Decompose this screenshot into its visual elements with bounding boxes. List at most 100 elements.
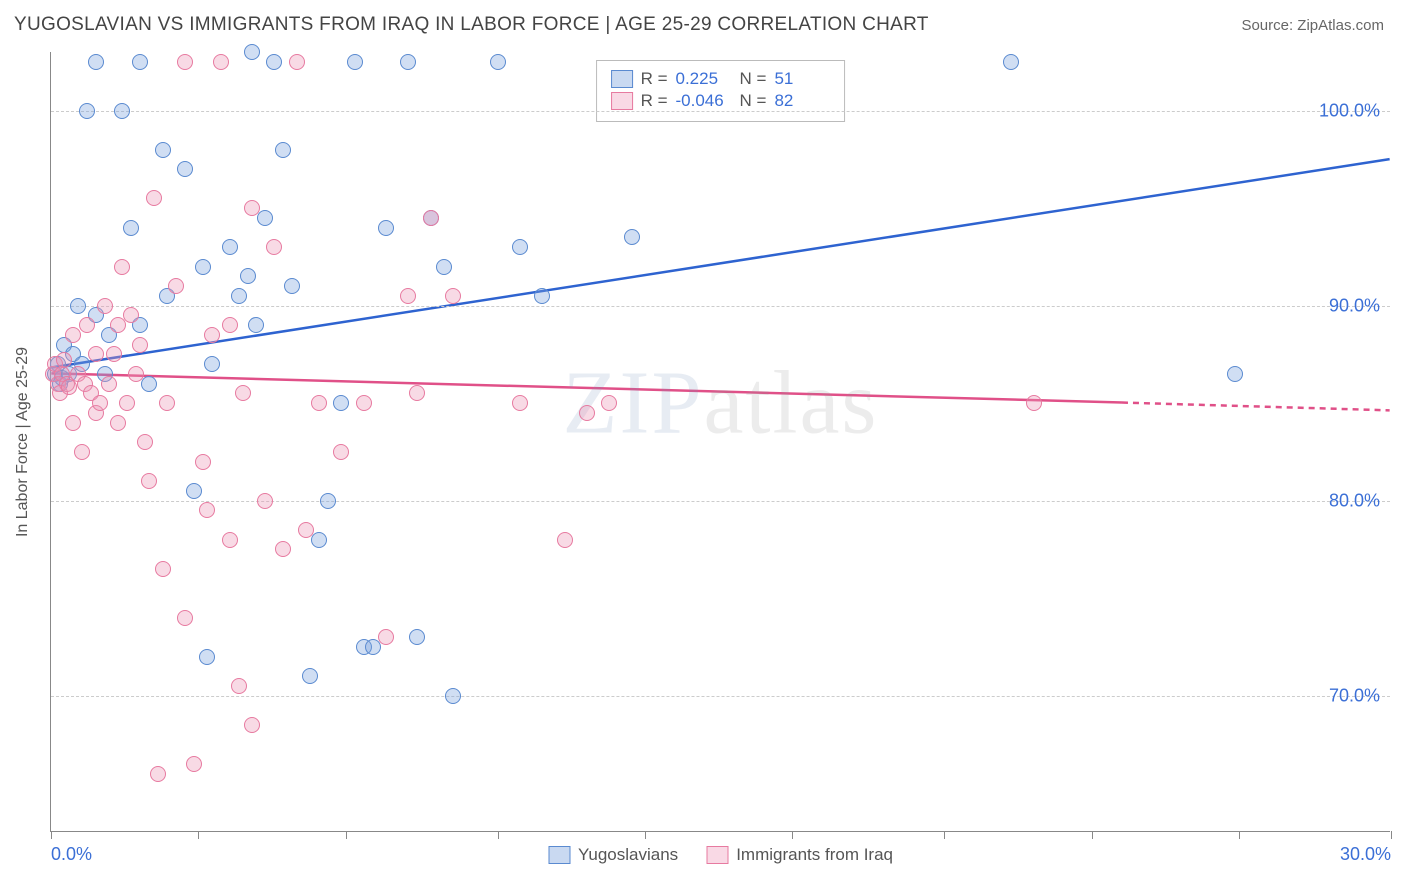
- xtick: [944, 831, 945, 839]
- scatter-point: [512, 395, 528, 411]
- scatter-point: [409, 629, 425, 645]
- scatter-point: [423, 210, 439, 226]
- scatter-point: [159, 395, 175, 411]
- ytick-label: 90.0%: [1329, 295, 1380, 316]
- xtick-label: 0.0%: [51, 844, 92, 865]
- xtick: [498, 831, 499, 839]
- legend-row-blue: R = 0.225 N = 51: [611, 69, 831, 89]
- scatter-point: [356, 395, 372, 411]
- scatter-point: [244, 44, 260, 60]
- scatter-point: [123, 307, 139, 323]
- scatter-point: [289, 54, 305, 70]
- scatter-point: [240, 268, 256, 284]
- legend-item-yugoslavians: Yugoslavians: [548, 845, 678, 865]
- scatter-point: [1003, 54, 1019, 70]
- scatter-point: [333, 395, 349, 411]
- swatch-pink-icon: [611, 92, 633, 110]
- scatter-point: [222, 239, 238, 255]
- scatter-point: [106, 346, 122, 362]
- scatter-point: [146, 190, 162, 206]
- swatch-blue-icon: [611, 70, 633, 88]
- gridline: [51, 501, 1390, 502]
- scatter-point: [168, 278, 184, 294]
- scatter-point: [1026, 395, 1042, 411]
- chart-source: Source: ZipAtlas.com: [1241, 17, 1384, 34]
- xtick-label: 30.0%: [1340, 844, 1391, 865]
- scatter-point: [275, 142, 291, 158]
- scatter-point: [275, 541, 291, 557]
- ytick-label: 80.0%: [1329, 490, 1380, 511]
- xtick: [1239, 831, 1240, 839]
- legend-row-pink: R = -0.046 N = 82: [611, 91, 831, 111]
- scatter-point: [119, 395, 135, 411]
- scatter-point: [199, 649, 215, 665]
- scatter-point: [155, 142, 171, 158]
- scatter-point: [1227, 366, 1243, 382]
- scatter-point: [128, 366, 144, 382]
- scatter-point: [155, 561, 171, 577]
- scatter-point: [92, 395, 108, 411]
- n-label: N =: [740, 69, 767, 89]
- scatter-point: [333, 444, 349, 460]
- gridline: [51, 306, 1390, 307]
- scatter-point: [445, 688, 461, 704]
- xtick: [645, 831, 646, 839]
- scatter-point: [320, 493, 336, 509]
- xtick: [792, 831, 793, 839]
- scatter-point: [222, 317, 238, 333]
- xtick: [1391, 831, 1392, 839]
- legend-item-iraq: Immigrants from Iraq: [706, 845, 893, 865]
- n-value-blue: 51: [774, 69, 830, 89]
- scatter-point: [141, 473, 157, 489]
- scatter-point: [74, 444, 90, 460]
- correlation-legend: R = 0.225 N = 51 R = -0.046 N = 82: [596, 60, 846, 122]
- scatter-point: [186, 756, 202, 772]
- scatter-point: [244, 200, 260, 216]
- n-value-pink: 82: [774, 91, 830, 111]
- scatter-point: [400, 54, 416, 70]
- swatch-pink-icon: [706, 846, 728, 864]
- chart-title: YUGOSLAVIAN VS IMMIGRANTS FROM IRAQ IN L…: [14, 14, 929, 36]
- scatter-point: [445, 288, 461, 304]
- scatter-point: [257, 210, 273, 226]
- scatter-point: [490, 54, 506, 70]
- xtick: [346, 831, 347, 839]
- r-value-pink: -0.046: [676, 91, 732, 111]
- scatter-point: [347, 54, 363, 70]
- n-label: N =: [740, 91, 767, 111]
- chart-header: YUGOSLAVIAN VS IMMIGRANTS FROM IRAQ IN L…: [0, 0, 1406, 44]
- scatter-point: [284, 278, 300, 294]
- scatter-point: [110, 415, 126, 431]
- scatter-point: [88, 346, 104, 362]
- gridline: [51, 111, 1390, 112]
- r-label: R =: [641, 69, 668, 89]
- scatter-point: [601, 395, 617, 411]
- scatter-point: [204, 327, 220, 343]
- legend-label: Immigrants from Iraq: [736, 845, 893, 865]
- scatter-point: [177, 161, 193, 177]
- scatter-point: [534, 288, 550, 304]
- scatter-point: [436, 259, 452, 275]
- scatter-point: [56, 352, 72, 368]
- scatter-plot-area: In Labor Force | Age 25-29 ZIPatlas R = …: [50, 52, 1390, 832]
- gridline: [51, 696, 1390, 697]
- r-value-blue: 0.225: [676, 69, 732, 89]
- scatter-point: [302, 668, 318, 684]
- scatter-point: [70, 298, 86, 314]
- scatter-point: [132, 54, 148, 70]
- scatter-point: [177, 54, 193, 70]
- xtick: [1092, 831, 1093, 839]
- scatter-point: [222, 532, 238, 548]
- scatter-point: [114, 259, 130, 275]
- scatter-point: [257, 493, 273, 509]
- xtick: [51, 831, 52, 839]
- scatter-point: [400, 288, 416, 304]
- scatter-point: [512, 239, 528, 255]
- scatter-point: [150, 766, 166, 782]
- swatch-blue-icon: [548, 846, 570, 864]
- scatter-point: [213, 54, 229, 70]
- scatter-point: [101, 376, 117, 392]
- scatter-point: [204, 356, 220, 372]
- scatter-point: [88, 54, 104, 70]
- scatter-point: [199, 502, 215, 518]
